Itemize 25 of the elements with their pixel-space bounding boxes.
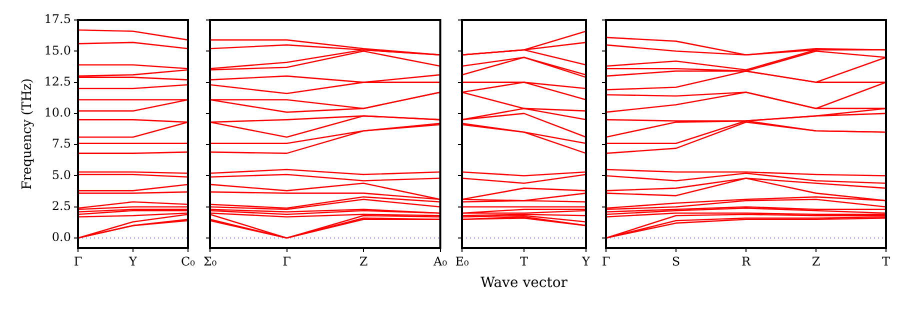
x-tick-label: Z: [359, 254, 368, 268]
y-tick-label: 0.0: [52, 230, 71, 244]
x-tick-label: Σ₀: [203, 254, 217, 268]
x-tick-label: R: [741, 254, 752, 268]
y-tick-label: 5.0: [52, 168, 71, 182]
x-tick-label: Y: [128, 254, 138, 268]
x-tick-label: A₀: [432, 254, 448, 268]
x-axis-title: Wave vector: [480, 275, 568, 292]
y-tick-label: 10.0: [44, 106, 71, 120]
x-tick-label: E₀: [455, 254, 469, 268]
x-tick-label: Γ: [74, 254, 82, 268]
y-tick-label: 15.0: [44, 43, 71, 58]
x-tick-label: S: [672, 254, 680, 268]
y-tick-label: 12.5: [44, 74, 71, 88]
x-tick-label: Y: [581, 254, 592, 268]
y-tick-label: 2.5: [52, 199, 71, 214]
y-tick-label: 7.5: [52, 136, 71, 151]
x-tick-label: Γ: [602, 254, 610, 268]
x-tick-label: T: [882, 254, 890, 268]
x-tick-label: C₀: [181, 254, 196, 268]
x-tick-label: Z: [812, 254, 820, 268]
y-tick-label: 17.5: [44, 12, 71, 26]
x-tick-label: T: [520, 254, 528, 268]
x-tick-label: Γ: [282, 254, 291, 268]
y-axis-title: Frequency (THz): [20, 78, 36, 190]
